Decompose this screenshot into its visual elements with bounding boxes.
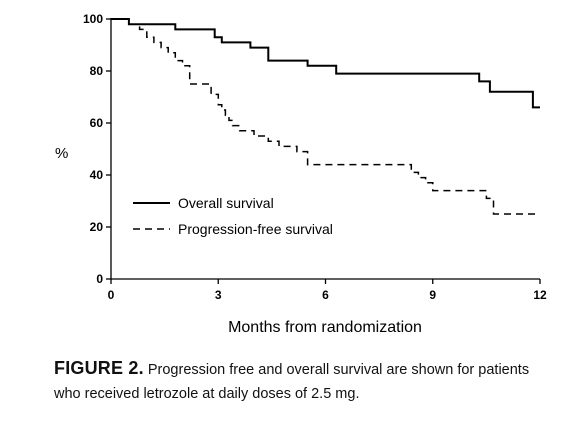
- x-tick-label: 0: [108, 288, 115, 302]
- y-tick-label: 0: [96, 272, 103, 286]
- x-tick-label: 9: [429, 288, 436, 302]
- y-tick-label: 20: [90, 220, 104, 234]
- legend-label-overall-survival: Overall survival: [178, 195, 274, 211]
- y-tick-label: 40: [90, 168, 104, 182]
- y-tick-label: 80: [90, 64, 104, 78]
- x-tick-label: 6: [322, 288, 329, 302]
- legend-label-progression-free-survival: Progression-free survival: [178, 221, 333, 237]
- y-tick-label: 100: [83, 12, 103, 26]
- chart-legend: Overall survival Progression-free surviv…: [133, 195, 333, 237]
- y-axis-label: %: [55, 145, 68, 162]
- figure-caption: FIGURE 2. Progression free and overall s…: [54, 356, 554, 406]
- chart-axes: 0 20 40 60 80 100 0 3 6 9 12: [83, 12, 547, 302]
- figure-caption-text: Progression free and overall survival ar…: [54, 362, 530, 402]
- chart-series: [111, 18, 540, 215]
- series-line-overall-survival: [111, 18, 540, 109]
- figure-caption-label: FIGURE 2.: [54, 358, 144, 378]
- y-tick-label: 60: [90, 116, 104, 130]
- x-tick-label: 12: [533, 288, 547, 302]
- x-axis-label: Months from randomization: [228, 319, 422, 336]
- survival-chart: 0 20 40 60 80 100 0 3 6 9 12 % Months from randomi…: [55, 12, 547, 336]
- series-line-progression-free-survival: [111, 18, 540, 215]
- x-tick-label: 3: [215, 288, 222, 302]
